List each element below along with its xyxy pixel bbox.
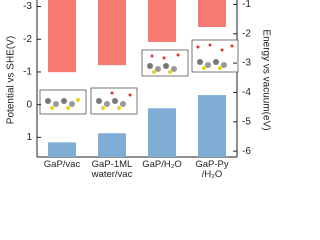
x-tick-label: GaP/H₂O (142, 159, 182, 170)
y-tick-label: -3 (23, 1, 32, 12)
x-tick-label: GaP-1ML water/vac (91, 159, 133, 180)
structure-images (39, 39, 239, 115)
bars (48, 0, 226, 157)
chart: Potential vs SHE(V) Energy vs vacuum(eV)… (6, 0, 271, 158)
bar (148, 0, 176, 42)
structure (141, 49, 189, 77)
page: Potential vs SHE(V) Energy vs vacuum(eV)… (6, 0, 271, 180)
bar (198, 0, 226, 27)
y-tick-label: 1 (26, 132, 32, 143)
y-axis-label: Potential vs SHE(V) (6, 36, 17, 124)
bar (98, 0, 126, 66)
y2-tick-label: -1 (242, 0, 251, 10)
x-tick-label: GaP/vac (43, 159, 81, 170)
y2-axis-label: Energy vs vacuum(eV) (260, 29, 271, 130)
structure (191, 39, 239, 73)
structure (39, 89, 87, 115)
y2-tick-label: -3 (242, 58, 251, 69)
y-tick-label: 0 (26, 99, 32, 110)
y2-tick-label: -4 (242, 87, 251, 98)
y2-tick-label: -2 (242, 28, 251, 39)
bar (98, 133, 126, 157)
bar (198, 95, 226, 157)
structure (90, 87, 138, 115)
y-tick-label: -2 (23, 34, 32, 45)
y2-tick-label: -5 (242, 116, 251, 127)
x-tick-label: GaP-Py /H₂O (195, 159, 229, 180)
y-tick-label: -1 (23, 67, 32, 78)
y2-tick-label: -6 (242, 146, 251, 157)
bar (148, 108, 176, 157)
bar (48, 0, 76, 73)
bar (48, 142, 76, 157)
